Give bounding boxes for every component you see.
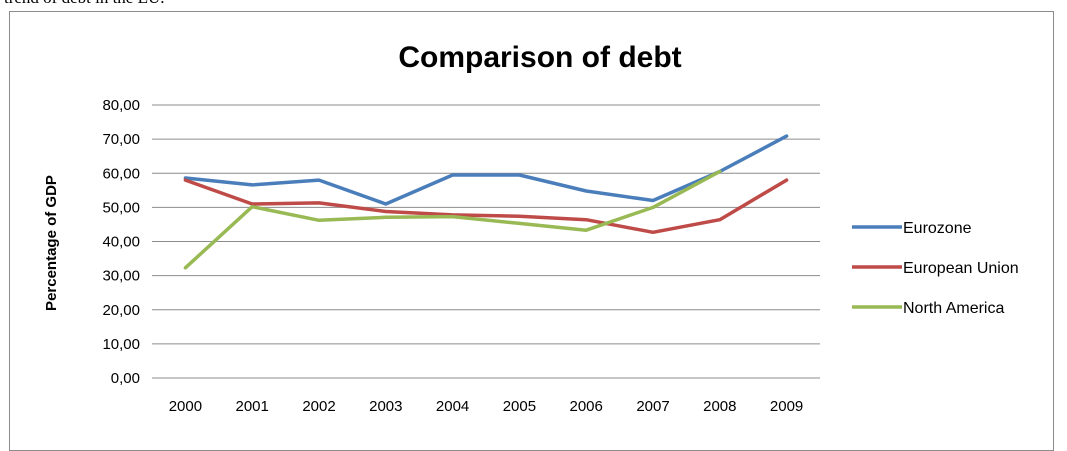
y-tick-label: 20,00 xyxy=(102,302,140,319)
chart-title: Comparison of debt xyxy=(398,41,681,74)
y-tick-label: 60,00 xyxy=(102,165,140,182)
y-tick-label: 40,00 xyxy=(102,234,140,251)
x-tick-label: 2007 xyxy=(636,398,669,415)
x-tick-label: 2003 xyxy=(369,398,402,415)
y-axis-label: Percentage of GDP xyxy=(43,175,60,311)
x-tick-label: 2009 xyxy=(770,398,803,415)
y-tick-label: 30,00 xyxy=(102,268,140,285)
series-lines xyxy=(183,134,789,270)
legend-label: Eurozone xyxy=(903,220,972,237)
x-tick-label: 2005 xyxy=(503,398,536,415)
x-tick-label: 2000 xyxy=(169,398,202,415)
series-line xyxy=(183,178,789,235)
x-tick-label: 2001 xyxy=(236,398,269,415)
grid xyxy=(152,104,820,379)
y-axis-ticks: 0,00 10,00 20,00 30,00 40,00 50,00 60,00 70,00 8… xyxy=(102,97,140,387)
series-line xyxy=(183,169,722,270)
legend-label: North America xyxy=(903,300,1004,317)
x-tick-label: 2004 xyxy=(436,398,469,415)
y-tick-label: 80,00 xyxy=(102,97,140,114)
x-tick-label: 2008 xyxy=(703,398,736,415)
legend: Eurozone European Union North America xyxy=(852,220,1019,317)
y-tick-label: 10,00 xyxy=(102,336,140,353)
y-tick-label: 70,00 xyxy=(102,131,140,148)
series-line xyxy=(183,134,789,206)
x-tick-label: 2002 xyxy=(302,398,335,415)
y-tick-label: 50,00 xyxy=(102,199,140,216)
x-tick-label: 2006 xyxy=(570,398,603,415)
x-axis-ticks: 2000 2001 2002 2003 2004 2005 2006 2007 2008 2009 xyxy=(169,398,804,415)
y-tick-label: 0,00 xyxy=(111,370,140,387)
document-text-fragment: trend of debt in the EU. xyxy=(4,0,165,8)
legend-label: European Union xyxy=(903,260,1019,277)
